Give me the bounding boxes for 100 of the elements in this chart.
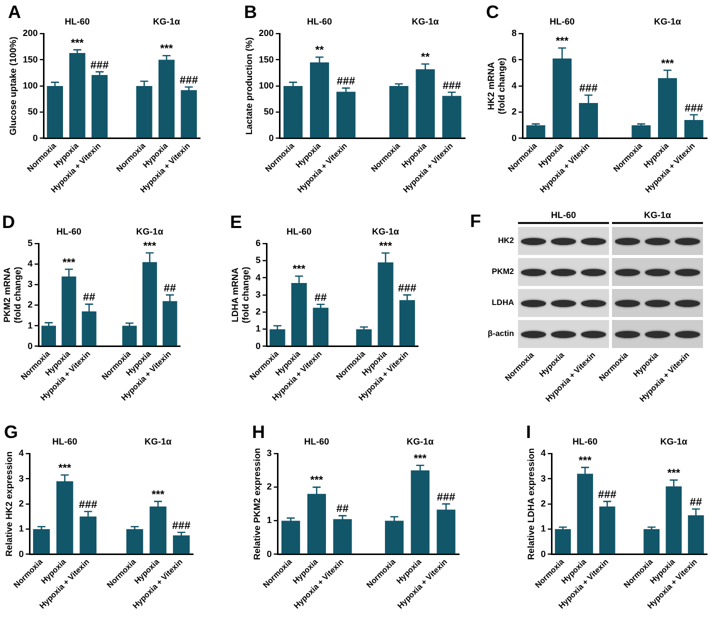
chart-title: I	[526, 422, 532, 442]
y-axis-title: Glucose uptake (100%)	[8, 36, 18, 136]
y-tick-label: 0	[268, 132, 274, 143]
category-label: HK2	[498, 236, 514, 245]
y-tick-label: 0	[540, 548, 546, 559]
text: KG-1α	[660, 436, 688, 447]
data-label: ***	[578, 454, 592, 467]
text: HL-60	[52, 436, 78, 447]
y-tick-label: 100	[22, 80, 38, 90]
chart-title: A	[8, 2, 21, 22]
y-tick-label: 4	[18, 448, 24, 458]
data-label: ###	[598, 488, 616, 501]
y-tick-label: 200	[22, 28, 38, 38]
y-tick-label: 1	[28, 320, 33, 330]
category-label: PKM2	[492, 267, 514, 276]
y-tick-label: 1	[266, 515, 272, 526]
y-axis-title: Relative LDHA expression	[526, 448, 536, 560]
y-tick-label: 2	[540, 498, 546, 508]
data-label: ###	[90, 59, 109, 72]
y-tick-label: 4	[256, 272, 261, 282]
y-axis-title: Relative HK2 expression	[4, 451, 14, 556]
text: KG-1α	[136, 226, 164, 237]
text: HL-60	[286, 226, 312, 237]
text: KG-1α	[372, 226, 400, 237]
data-label: ***	[556, 36, 570, 48]
data-label: ***	[661, 58, 675, 70]
data-label: ###	[579, 82, 598, 95]
category-label: β-actin	[488, 329, 514, 338]
data-label: ***	[58, 462, 72, 475]
text: KG-1α	[654, 16, 682, 27]
y-tick-label: 100	[258, 80, 274, 90]
y-tick-label: 0	[18, 548, 24, 559]
y-tick-label: 0	[28, 340, 33, 351]
data-label: ##	[336, 503, 349, 516]
chart-title: C	[486, 2, 499, 22]
y-tick-label: 6	[512, 54, 517, 64]
y-tick-label: 1	[256, 324, 261, 334]
y-axis-title: PKM2 mRNA (fold change)	[2, 266, 23, 324]
text: HL-60	[64, 16, 90, 27]
data-label: ***	[143, 240, 157, 252]
text: KG-1α	[412, 16, 440, 27]
y-tick-label: 2	[512, 106, 517, 117]
data-label: ***	[667, 468, 681, 480]
data-label: ##	[314, 292, 327, 304]
y-tick-label: 4	[540, 448, 546, 458]
data-label: ###	[442, 80, 461, 92]
text: KG-1α	[144, 436, 172, 447]
data-label: ***	[292, 264, 306, 276]
y-tick-label: 5	[28, 238, 33, 248]
data-label: **	[315, 44, 324, 57]
data-label: ###	[336, 76, 356, 88]
y-tick-label: 4	[512, 80, 517, 90]
y-axis-title: Relative PKM2 expression	[252, 448, 262, 560]
data-label: ##	[82, 292, 96, 304]
y-tick-label: 3	[28, 279, 33, 290]
y-tick-label: 50	[28, 106, 38, 117]
y-tick-label: 2	[18, 498, 24, 508]
chart-title: H	[252, 422, 265, 442]
y-tick-label: 150	[22, 54, 38, 64]
data-label: ***	[152, 488, 166, 501]
data-label: ***	[310, 474, 324, 487]
text: KG-1α	[406, 436, 434, 447]
y-tick-label: 4	[28, 258, 33, 269]
text: HL-60	[304, 436, 330, 447]
data-label: ###	[436, 491, 456, 504]
y-tick-label: 200	[258, 28, 274, 38]
y-tick-label: 0	[266, 548, 272, 559]
y-tick-label: 2	[266, 482, 272, 492]
data-label: ***	[62, 256, 76, 269]
y-tick-label: 0	[512, 132, 517, 143]
chart-title: E	[230, 212, 242, 232]
y-tick-label: 1	[18, 524, 24, 534]
text: HL-60	[306, 16, 332, 27]
data-label: ###	[78, 499, 98, 512]
y-tick-label: 5	[256, 255, 261, 266]
y-tick-label: 1	[540, 524, 546, 534]
data-label: ***	[414, 452, 428, 465]
y-tick-label: 3	[540, 473, 546, 484]
data-label: ***	[379, 240, 393, 253]
data-label: **	[421, 52, 430, 64]
text: F	[470, 211, 481, 231]
data-label: ***	[70, 37, 84, 50]
data-label: ###	[684, 102, 704, 114]
y-tick-label: 2	[28, 300, 33, 310]
text: KG-1α	[642, 210, 672, 220]
y-tick-label: 150	[258, 54, 274, 64]
y-tick-label: 0	[256, 340, 261, 351]
y-tick-label: 2	[256, 306, 261, 317]
text: HL-60	[550, 210, 577, 220]
chart-title: G	[4, 422, 18, 442]
text: KG-1α	[153, 16, 181, 27]
y-axis-title: Lactate production (%)	[244, 37, 254, 135]
chart-title: D	[2, 212, 15, 232]
category-label: LDHA	[492, 298, 514, 307]
y-axis-title: LDHA mRNA (fold change)	[230, 266, 251, 324]
text: HL-60	[550, 16, 575, 27]
y-axis-title: HK2 mRNA (fold change)	[486, 58, 507, 114]
data-label: ###	[180, 74, 198, 87]
y-tick-label: 50	[264, 106, 274, 117]
data-label: ***	[160, 43, 174, 56]
